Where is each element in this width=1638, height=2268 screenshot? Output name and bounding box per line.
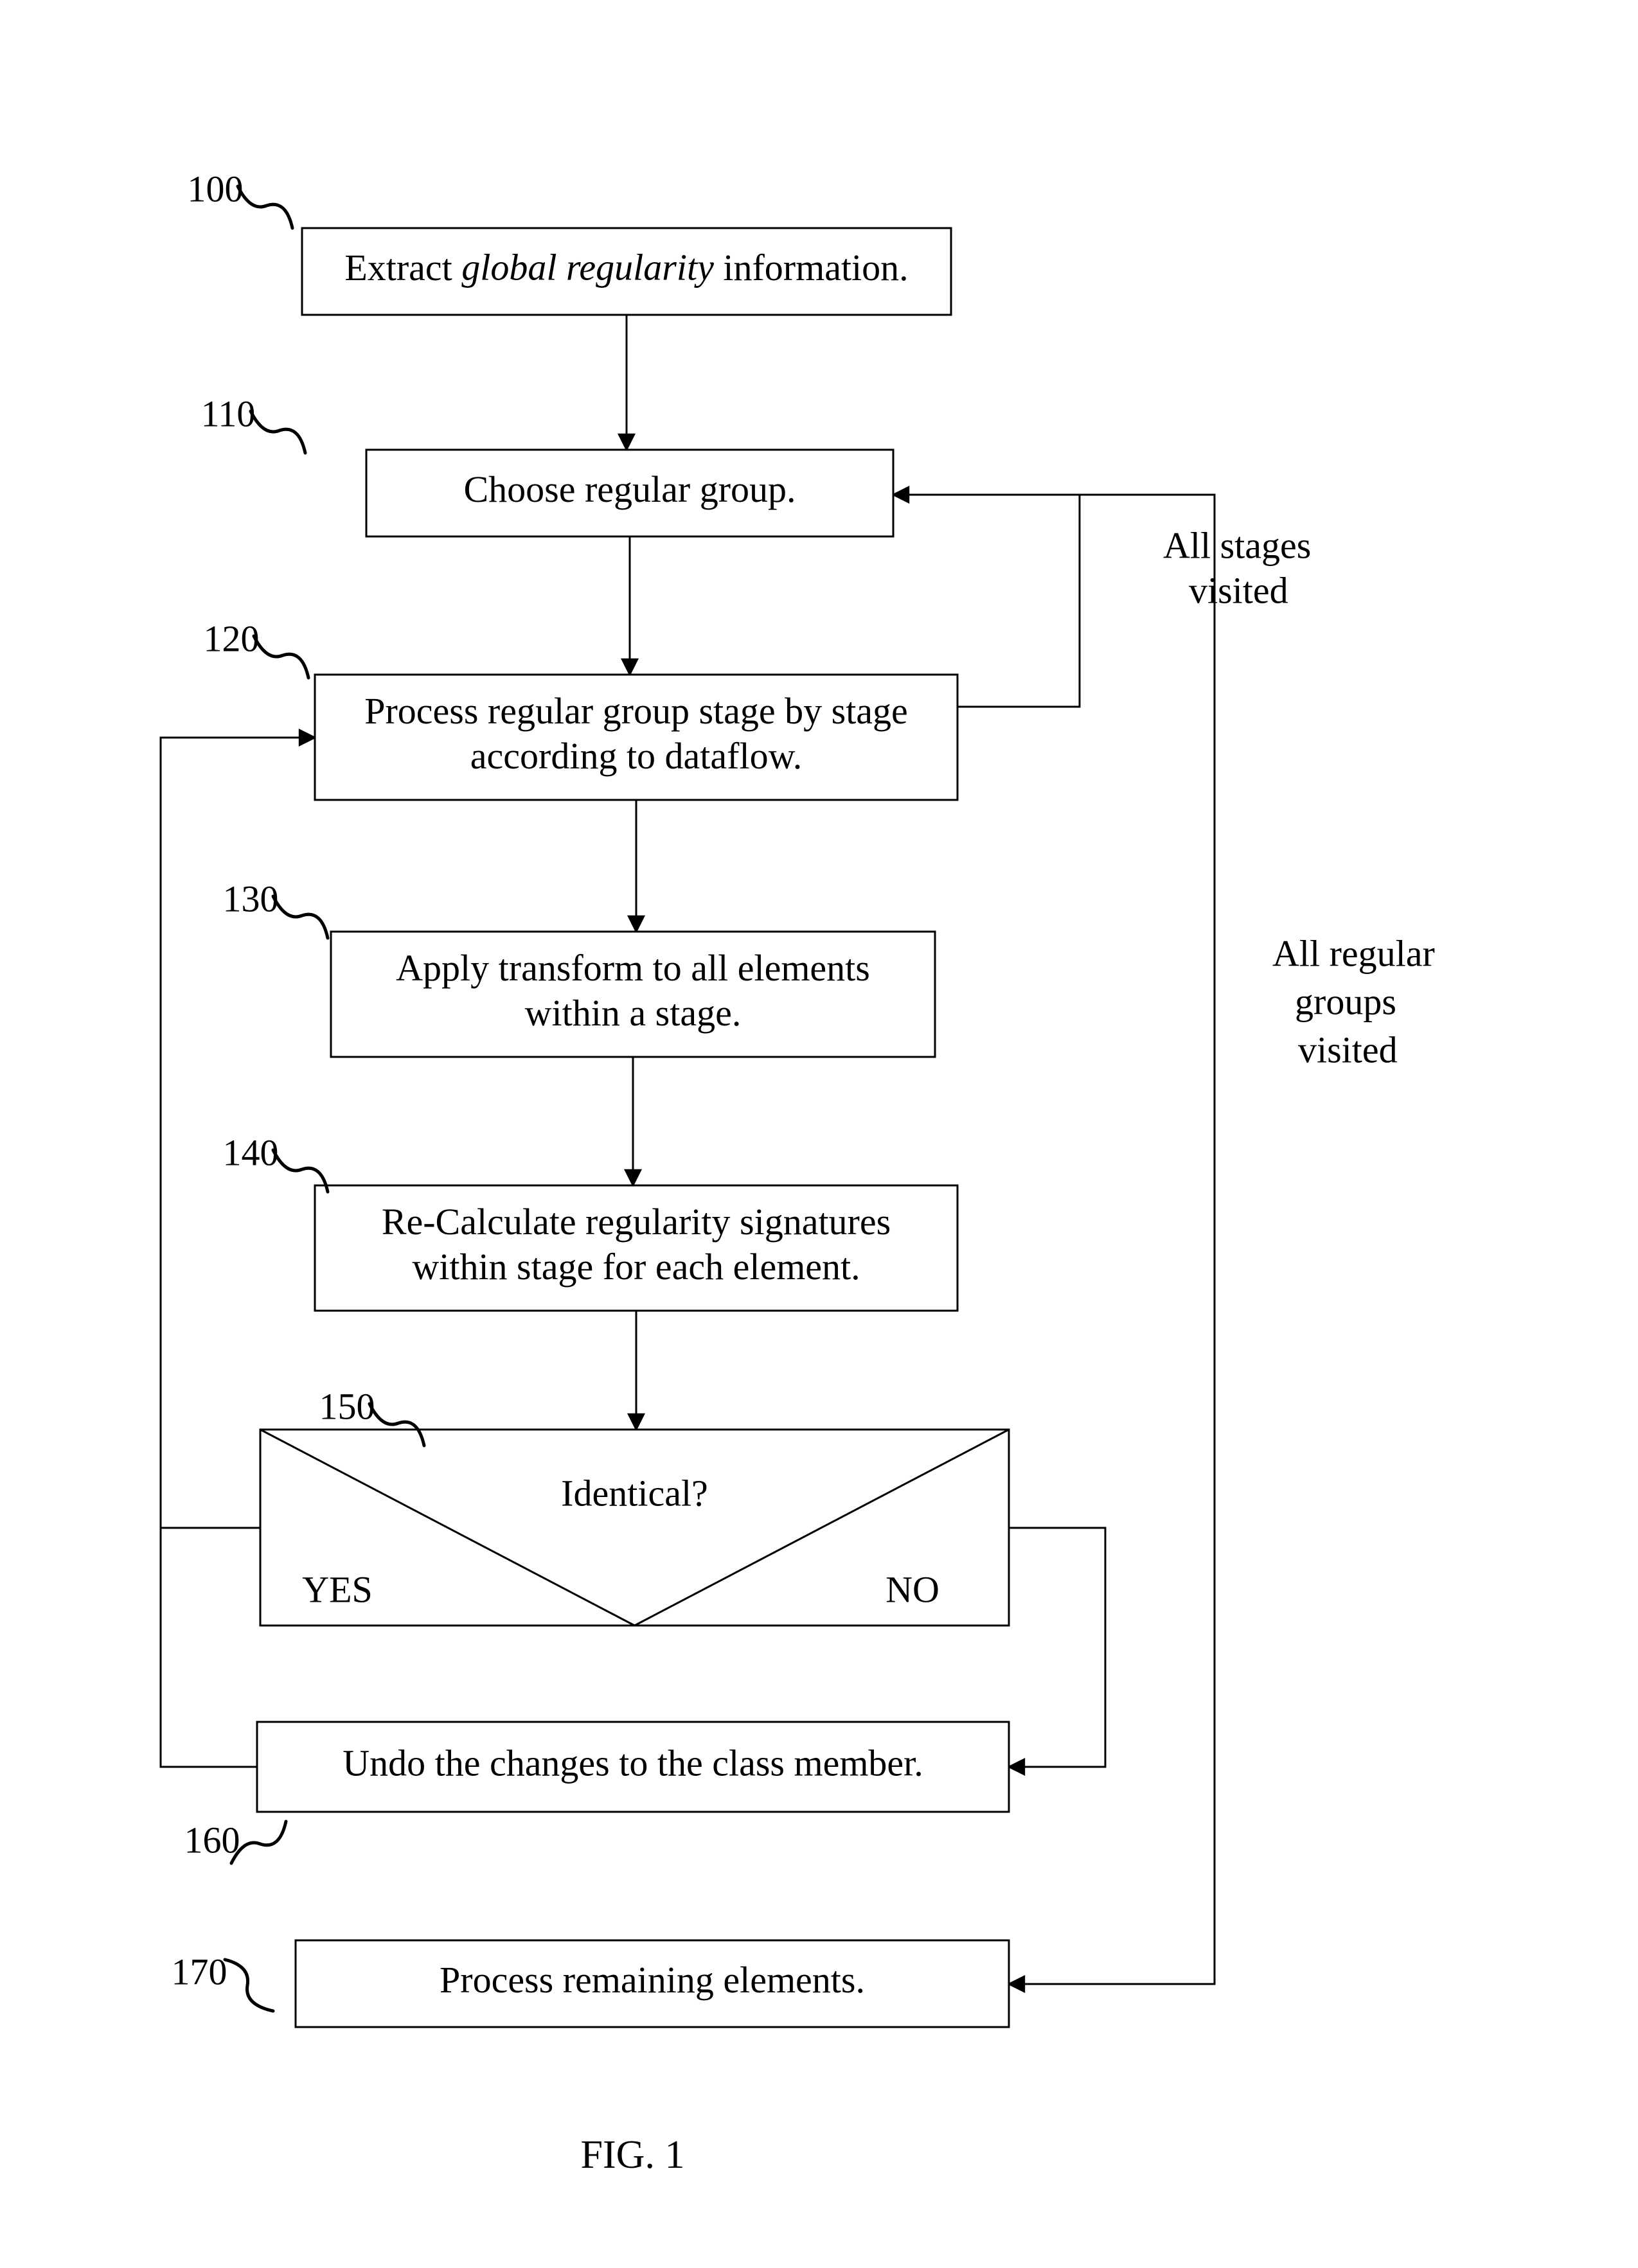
ref-110: 110	[201, 393, 256, 434]
ref-130: 130	[223, 878, 279, 919]
decision-yes-label: YES	[302, 1568, 373, 1610]
label-groups-visited: All regular	[1272, 932, 1435, 974]
ref-120: 120	[204, 617, 260, 659]
node-text: Apply transform to all elements	[396, 947, 870, 989]
decision-no-label: NO	[886, 1568, 939, 1610]
ref-squiggle	[254, 636, 308, 678]
node-text: Extract global regularity information.	[344, 247, 908, 288]
svg-text:visited: visited	[1298, 1029, 1398, 1070]
ref-160: 160	[184, 1819, 240, 1861]
edge-decision-no	[1009, 1528, 1105, 1767]
ref-150: 150	[319, 1385, 375, 1427]
node-text: Process remaining elements.	[440, 1959, 865, 2001]
node-text: within stage for each element.	[412, 1246, 860, 1288]
svg-text:groups: groups	[1295, 980, 1396, 1022]
node-text: Choose regular group.	[463, 468, 796, 510]
figure-caption: FIG. 1	[581, 2133, 685, 2177]
svg-text:visited: visited	[1189, 569, 1288, 611]
ref-squiggle	[238, 186, 292, 228]
node-text: Re-Calculate regularity signatures	[382, 1201, 891, 1243]
ref-squiggle	[225, 1960, 273, 2011]
node-text: Undo the changes to the class member.	[343, 1742, 923, 1784]
ref-squiggle	[273, 896, 328, 938]
ref-squiggle	[251, 411, 305, 453]
node-text: within a stage.	[525, 992, 742, 1034]
ref-100: 100	[188, 168, 244, 209]
ref-140: 140	[223, 1131, 279, 1173]
node-text: Process regular group stage by stage	[364, 690, 908, 732]
ref-170: 170	[172, 1951, 227, 1992]
node-text: according to dataflow.	[470, 735, 802, 777]
label-stages-visited: All stages	[1163, 524, 1311, 566]
decision-label: Identical?	[561, 1472, 708, 1514]
